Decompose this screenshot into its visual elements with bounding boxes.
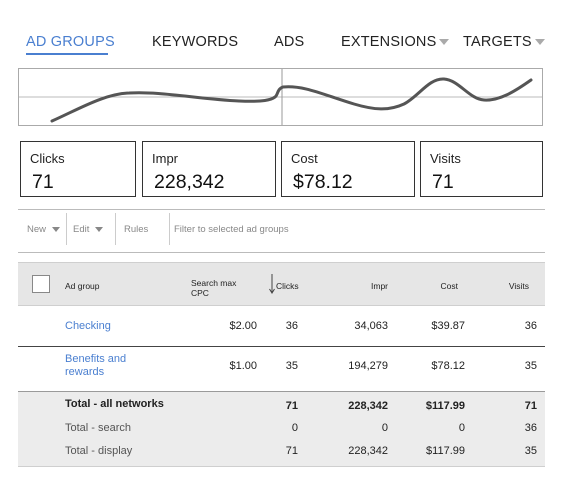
stat-label: Cost <box>291 151 318 166</box>
performance-chart <box>18 68 543 126</box>
total-cost: $117.99 <box>425 400 465 412</box>
row-clicks: 36 <box>285 320 298 332</box>
tab-targets[interactable]: TARGETS <box>463 34 545 50</box>
total-impr: 228,342 <box>348 445 388 457</box>
total-cost: 0 <box>458 422 465 434</box>
row-search-max-cpc[interactable]: $2.00 <box>229 320 257 332</box>
stat-value: 228,342 <box>154 171 225 193</box>
active-tab-underline <box>26 53 108 55</box>
total-search-label: Total - search <box>65 422 132 434</box>
stat-card-impr[interactable]: Impr 228,342 <box>142 141 276 197</box>
tab-ad-groups[interactable]: AD GROUPS <box>26 34 115 50</box>
stat-card-cost[interactable]: Cost $78.12 <box>281 141 415 197</box>
caret-down-icon <box>95 226 104 232</box>
toolbar-separator <box>169 213 170 245</box>
stat-value: 71 <box>432 171 454 193</box>
total-visits: 71 <box>524 400 537 412</box>
toolbar-top-divider <box>18 209 545 210</box>
caret-down-icon <box>534 39 545 46</box>
stat-label: Clicks <box>30 151 65 166</box>
row-visits: 36 <box>524 320 537 332</box>
stat-value: $78.12 <box>293 171 353 193</box>
total-impr: 228,342 <box>348 400 388 412</box>
column-header-ad-group[interactable]: Ad group <box>65 281 100 291</box>
total-display-label: Total - display <box>65 445 133 457</box>
rules-button[interactable]: Rules <box>124 224 149 235</box>
total-clicks: 0 <box>291 422 298 434</box>
row-cost: $39.87 <box>431 320 465 332</box>
row-search-max-cpc[interactable]: $1.00 <box>229 360 257 372</box>
ad-group-link-benefits-and-rewards[interactable]: Benefits and rewards <box>65 353 127 378</box>
caret-down-icon <box>439 39 450 46</box>
total-visits: 36 <box>524 422 537 434</box>
total-cost: $117.99 <box>426 445 465 457</box>
select-all-checkbox[interactable] <box>32 275 50 293</box>
filter-input[interactable]: Filter to selected ad groups <box>174 224 289 235</box>
stat-value: 71 <box>32 171 54 193</box>
column-header-visits[interactable]: Visits <box>508 281 529 291</box>
total-all-networks-label: Total - all networks <box>65 398 164 410</box>
edit-dropdown-button[interactable]: Edit <box>73 224 104 235</box>
toolbar-bottom-divider <box>18 252 545 253</box>
performance-chart-svg <box>19 69 542 125</box>
row-impr: 194,279 <box>348 360 388 372</box>
toolbar-separator <box>66 213 67 245</box>
tab-extensions[interactable]: EXTENSIONS <box>341 34 450 50</box>
total-clicks: 71 <box>285 400 298 412</box>
tab-ads[interactable]: ADS <box>274 34 305 50</box>
row-visits: 35 <box>524 360 537 372</box>
column-header-cost[interactable]: Cost <box>440 281 458 291</box>
stat-card-visits[interactable]: Visits 71 <box>420 141 543 197</box>
row-divider <box>18 346 545 347</box>
stat-label: Visits <box>430 151 461 166</box>
stat-card-clicks[interactable]: Clicks 71 <box>20 141 136 197</box>
total-clicks: 71 <box>285 445 298 457</box>
totals-section <box>18 391 545 467</box>
total-visits: 35 <box>524 445 537 457</box>
row-clicks: 35 <box>285 360 298 372</box>
column-header-clicks[interactable]: Clicks <box>276 281 299 291</box>
caret-down-icon <box>51 226 60 232</box>
total-impr: 0 <box>381 422 388 434</box>
row-impr: 34,063 <box>354 320 388 332</box>
new-dropdown-button[interactable]: New <box>27 224 60 235</box>
toolbar-separator <box>115 213 116 245</box>
tab-keywords[interactable]: KEYWORDS <box>152 34 239 50</box>
table-header <box>18 262 545 306</box>
column-header-search-max-cpc[interactable]: Search max CPC <box>191 278 237 298</box>
column-header-impr[interactable]: Impr <box>371 281 388 291</box>
chart-series-line <box>50 77 533 123</box>
stat-label: Impr <box>152 151 178 166</box>
row-cost: $78.12 <box>431 360 465 372</box>
sort-down-arrow-icon <box>269 274 275 294</box>
ad-group-link-checking[interactable]: Checking <box>65 320 111 332</box>
